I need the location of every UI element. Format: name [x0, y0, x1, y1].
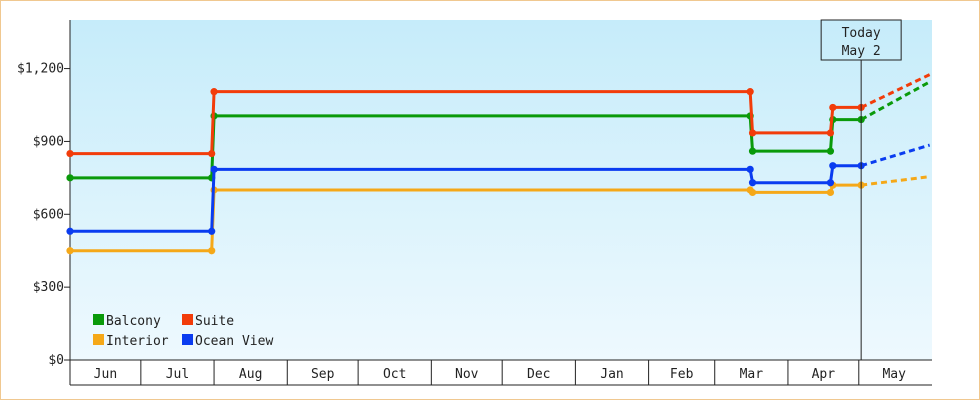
x-axis: Jun Jul Aug Sep Oct Nov Dec Jan Feb Mar Apr May — [69, 359, 932, 386]
series-line-suite — [70, 90, 862, 156]
x-tick-label: Nov — [455, 367, 479, 382]
x-tick-label: Apr — [812, 367, 836, 382]
legend-swatch-suite — [182, 314, 193, 325]
data-point-suite — [208, 149, 216, 158]
legend-swatch-ocean-view — [182, 334, 193, 345]
data-point-balcony — [66, 174, 74, 182]
x-tick-label: Sep — [311, 367, 335, 382]
data-point-ocean-view — [746, 165, 754, 173]
x-tick-label: Mar — [740, 367, 764, 382]
legend-swatch-balcony — [93, 314, 104, 325]
data-point-ocean-view — [210, 165, 218, 173]
data-point-ocean-view — [208, 227, 216, 235]
x-tick-label: Jun — [94, 367, 117, 382]
projection-line-ocean-view — [860, 143, 931, 168]
today-label: Today — [842, 26, 881, 41]
legend-label-suite: Suite — [195, 314, 234, 329]
projection-line-interior — [860, 175, 930, 187]
projection-line-suite — [860, 73, 931, 109]
data-point-ocean-view — [748, 179, 757, 187]
data-point-suite — [826, 129, 835, 137]
data-point-interior — [208, 247, 216, 255]
x-tick-label: May — [882, 367, 906, 382]
data-point-interior — [66, 247, 74, 255]
legend-swatch-interior — [93, 334, 104, 345]
legend-label-ocean-view: Ocean View — [195, 334, 273, 349]
y-tick-label: $300 — [33, 280, 64, 295]
data-point-ocean-view — [66, 227, 74, 235]
y-tick-label: $1,200 — [17, 62, 64, 77]
y-tick-label: $600 — [33, 207, 64, 222]
x-tick-label: Dec — [527, 367, 550, 382]
y-tick-label: $900 — [33, 134, 64, 149]
data-point-suite — [746, 88, 754, 96]
legend-label-interior: Interior — [106, 334, 169, 349]
series-layer — [66, 73, 931, 255]
x-tick-label: Feb — [670, 367, 694, 382]
data-point-balcony — [748, 147, 757, 155]
data-point-suite — [829, 103, 837, 112]
data-point-suite — [748, 129, 757, 137]
today-date: May 2 — [842, 44, 881, 59]
data-point-balcony — [826, 147, 835, 155]
x-tick-label: Jul — [166, 367, 189, 382]
today-box — [820, 19, 902, 61]
data-point-interior — [826, 188, 835, 197]
data-point-ocean-view — [829, 162, 837, 170]
legend-label-balcony: Balcony — [106, 314, 161, 329]
x-tick-label: Jan — [600, 367, 623, 382]
x-tick-label: Oct — [383, 367, 406, 382]
today-marker: Today May 2 — [820, 19, 902, 360]
data-point-suite — [210, 88, 218, 96]
data-point-suite — [66, 149, 74, 158]
data-point-interior — [748, 188, 757, 197]
y-tick-label: $0 — [48, 353, 64, 368]
y-axis: $0 $300 $600 $900 $1,200 — [17, 20, 71, 368]
projection-line-balcony — [860, 80, 931, 121]
legend: Balcony Suite Interior Ocean View — [93, 314, 273, 349]
x-tick-label: Aug — [239, 367, 262, 382]
data-point-ocean-view — [826, 179, 835, 187]
